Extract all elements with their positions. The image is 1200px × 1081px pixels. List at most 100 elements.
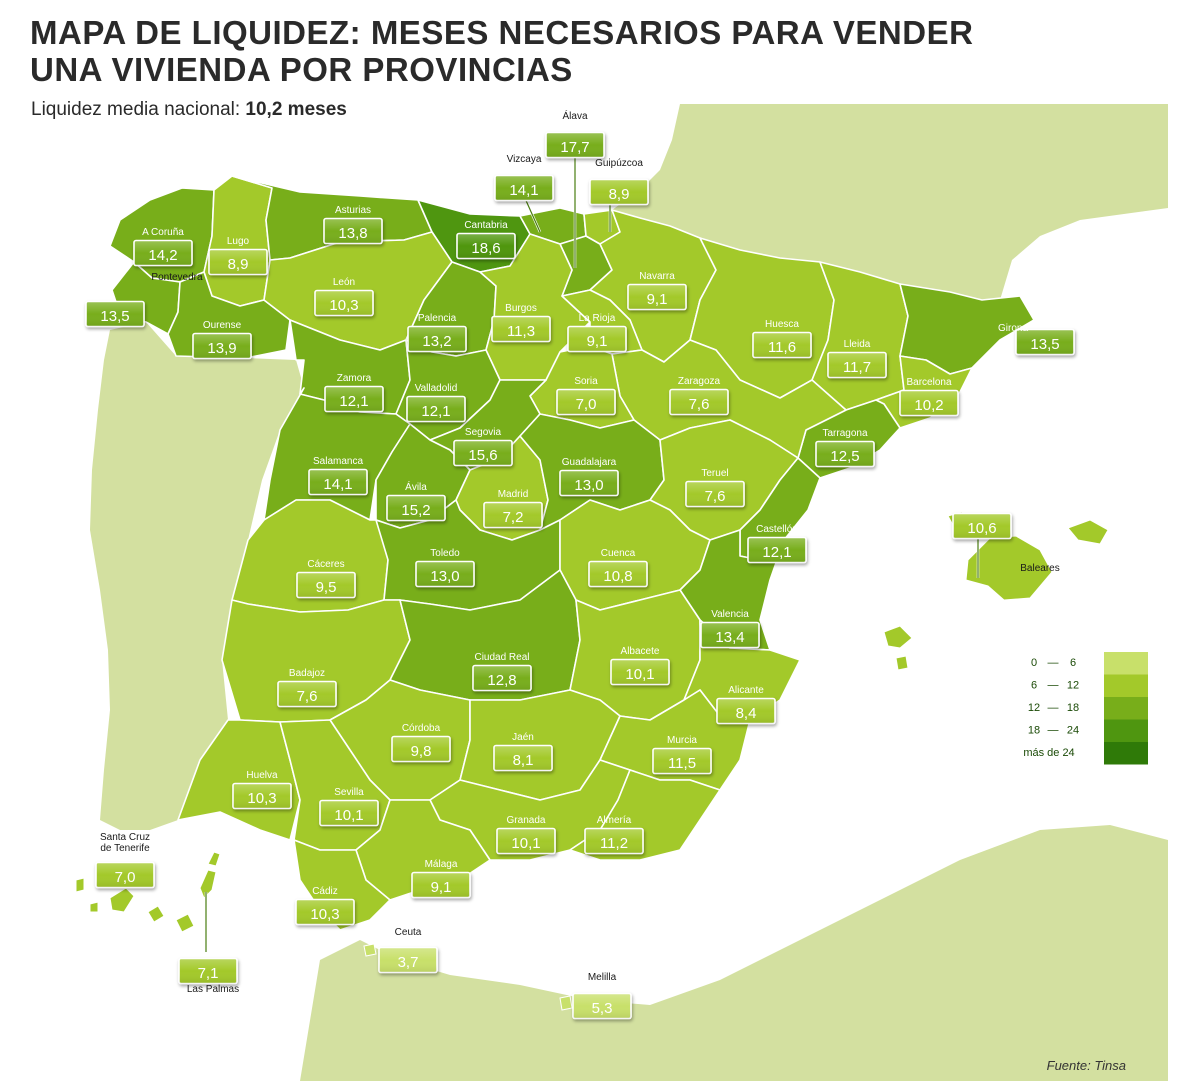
name-text-valladolid: Valladolid	[415, 383, 458, 394]
value-text-granada: 10,1	[511, 835, 540, 852]
label-murcia: 11,5 Murcia	[652, 735, 712, 775]
value-text-toledo: 13,0	[430, 568, 459, 585]
name-text-huesca: Huesca	[765, 319, 799, 330]
label-cuenca: 10,8 Cuenca	[588, 548, 648, 588]
value-box-shine-ourense	[193, 333, 251, 359]
value-box-shine-sevilla	[320, 800, 378, 826]
name-text-jaen: Jaén	[512, 732, 534, 743]
label-malaga: 9,1 Málaga	[411, 859, 471, 899]
value-box-shine-cordoba	[392, 736, 450, 762]
value-text-segovia: 15,6	[468, 447, 497, 464]
value-box-shine-granada	[497, 828, 555, 854]
value-text-cadiz: 10,3	[310, 906, 339, 923]
territory-santa-cruz-de-tenerife	[75, 877, 85, 893]
value-text-albacete: 10,1	[625, 666, 654, 683]
name-text-huelva: Huelva	[246, 770, 278, 781]
label-teruel: 7,6 Teruel	[685, 468, 745, 508]
name-text-castellon: Castellón	[756, 524, 798, 535]
name-text-alava: Álava	[562, 109, 587, 122]
name-text-albacete: Albacete	[621, 646, 660, 657]
value-box-shine-asturias	[324, 218, 382, 244]
label-sevilla: 10,1 Sevilla	[319, 787, 379, 827]
value-text-huesca: 11,6	[768, 339, 796, 356]
name-text-pontevedra: Pontevedra	[151, 272, 203, 283]
labels-layer: 14,2 A Coruña 8,9 Lugo 13,8 Asturias 18,6 Canta…	[85, 109, 1075, 1020]
value-box-shine-a-coruna	[134, 240, 192, 266]
value-text-las-palmas: 7,1	[198, 965, 219, 982]
value-box-shine-navarra	[628, 284, 686, 310]
label-barcelona: 10,2 Barcelona	[899, 377, 959, 417]
value-text-burgos: 11,3	[507, 323, 535, 340]
legend-dash-0: —	[1048, 657, 1059, 669]
legend-swatch-4	[1104, 742, 1148, 765]
label-huelva: 10,3 Huelva	[232, 770, 292, 810]
label-ceuta: 3,7 Ceuta	[378, 927, 438, 974]
legend-max-0: 6	[1070, 657, 1076, 669]
value-text-vizcaya: 14,1	[509, 182, 538, 199]
label-valencia: 13,4 Valencia	[700, 609, 760, 649]
value-box-shine-huelva	[233, 783, 291, 809]
value-box-shine-tarragona	[816, 441, 874, 467]
name-text-cantabria: Cantabria	[464, 220, 508, 231]
legend-min-3: 18	[1028, 725, 1040, 737]
value-box-shine-castellon	[748, 537, 806, 563]
name-text-salamanca: Salamanca	[313, 456, 363, 467]
value-text-lugo: 8,9	[228, 256, 249, 273]
value-text-palencia: 13,2	[422, 333, 451, 350]
territory-santa-cruz-de-tenerife	[147, 905, 165, 923]
label-tarragona: 12,5 Tarragona	[815, 428, 875, 468]
name-text-palencia: Palencia	[418, 313, 457, 324]
value-box-shine-guipuzcoa	[590, 179, 648, 205]
value-text-melilla: 5,3	[592, 1000, 613, 1017]
name-text-segovia: Segovia	[465, 427, 502, 438]
value-box-shine-avila	[387, 495, 445, 521]
label-palencia: 13,2 Palencia	[407, 313, 467, 353]
value-text-murcia: 11,5	[668, 755, 696, 772]
label-salamanca: 14,1 Salamanca	[308, 456, 368, 496]
portugal-land	[90, 322, 304, 830]
label-zaragoza: 7,6 Zaragoza	[669, 376, 729, 416]
label-melilla: 5,3 Melilla	[572, 972, 632, 1020]
label-lleida: 11,7 Lleida	[827, 339, 887, 379]
label-la-rioja: 9,1 La Rioja	[567, 313, 627, 353]
name-text-avila: Ávila	[405, 480, 427, 493]
name-text-badajoz: Badajoz	[289, 668, 325, 679]
france-land	[612, 104, 1168, 300]
value-text-pontevedra: 13,5	[100, 308, 129, 325]
value-text-almeria: 11,2	[600, 835, 628, 852]
territory-las-palmas	[175, 913, 195, 933]
africa-land	[300, 825, 1168, 1081]
value-text-valladolid: 12,1	[421, 403, 450, 420]
value-text-zamora: 12,1	[339, 393, 368, 410]
legend-min-2: 12	[1028, 702, 1040, 714]
legend-max-2: 18	[1067, 702, 1079, 714]
name-text-teruel: Teruel	[701, 468, 728, 479]
legend-max-3: 24	[1067, 725, 1079, 737]
value-text-asturias: 13,8	[338, 225, 367, 242]
map-subtitle: Liquidez media nacional: 10,2 meses	[31, 99, 347, 121]
name-text-asturias: Asturias	[335, 205, 371, 216]
value-text-castellon: 12,1	[762, 544, 791, 561]
value-box-shine-melilla	[573, 993, 631, 1019]
label-a-coruna: 14,2 A Coruña	[133, 227, 193, 267]
value-text-zaragoza: 7,6	[689, 396, 710, 413]
legend-dash-2: —	[1048, 702, 1059, 714]
legend: 0 — 6 6 — 12 12 — 18 18 — 24 más de 24	[1023, 652, 1148, 765]
territory-baleares	[1067, 519, 1109, 545]
value-text-barcelona: 10,2	[914, 397, 943, 414]
value-box-shine-salamanca	[309, 469, 367, 495]
legend-label-4: más de 24	[1023, 747, 1074, 759]
value-box-shine-cantabria	[457, 233, 515, 259]
label-guadalajara: 13,0 Guadalajara	[559, 457, 619, 497]
value-text-huelva: 10,3	[247, 790, 276, 807]
name-text-madrid: Madrid	[498, 489, 529, 500]
value-box-shine-malaga	[412, 872, 470, 898]
value-text-navarra: 9,1	[647, 291, 668, 308]
name-text-guadalajara: Guadalajara	[562, 457, 617, 468]
legend-swatch-2	[1104, 697, 1148, 720]
value-text-avila: 15,2	[401, 502, 430, 519]
value-box-shine-las-palmas	[179, 958, 237, 984]
value-box-shine-almeria	[585, 828, 643, 854]
label-cantabria: 18,6 Cantabria	[456, 220, 516, 260]
label-navarra: 9,1 Navarra	[627, 271, 687, 311]
